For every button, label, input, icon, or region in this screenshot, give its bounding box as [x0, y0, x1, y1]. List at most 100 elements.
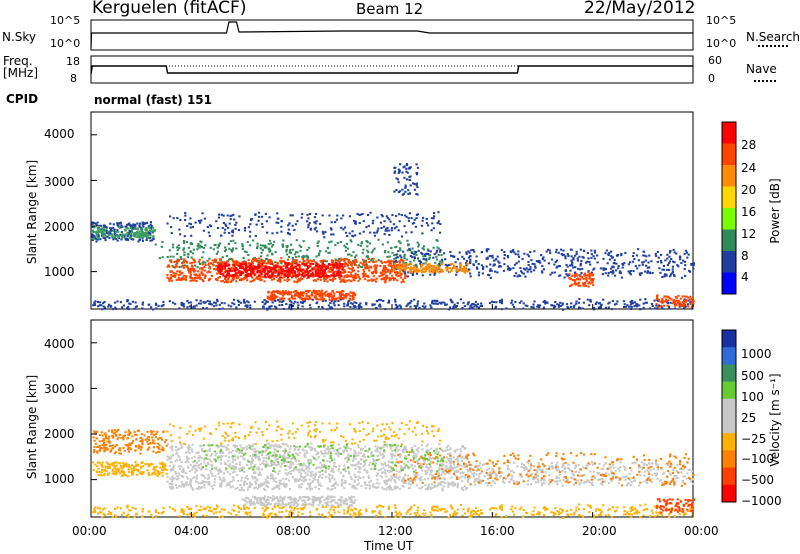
data-cell: [500, 249, 503, 252]
data-cell: [394, 298, 397, 301]
data-cell: [351, 509, 354, 512]
data-cell: [607, 513, 610, 516]
data-cell: [692, 264, 695, 267]
data-cell: [163, 463, 166, 466]
data-cell: [586, 252, 589, 255]
data-cell: [199, 244, 202, 247]
data-cell: [146, 469, 149, 472]
data-cell: [393, 261, 396, 264]
data-cell: [160, 448, 163, 451]
data-cell: [493, 263, 496, 266]
data-cell: [324, 275, 327, 278]
data-cell: [129, 302, 132, 305]
data-cell: [127, 464, 130, 467]
data-cell: [135, 235, 138, 238]
data-cell: [108, 445, 111, 448]
data-cell: [564, 269, 567, 272]
data-cell: [398, 170, 401, 173]
data-cell: [221, 267, 224, 270]
data-cell: [552, 514, 556, 517]
data-cell: [537, 304, 540, 307]
data-cell: [638, 272, 641, 275]
data-cell: [392, 223, 396, 226]
data-cell: [176, 248, 179, 251]
data-cell: [222, 272, 225, 275]
data-cell: [672, 299, 675, 302]
data-cell: [140, 226, 144, 229]
data-cell: [301, 274, 304, 277]
data-cell: [598, 508, 601, 511]
data-cell: [510, 299, 514, 302]
data-cell: [140, 448, 143, 451]
data-cell: [601, 273, 604, 276]
data-cell: [265, 262, 268, 265]
data-cell: [354, 272, 357, 275]
data-cell: [509, 267, 512, 270]
data-cell: [403, 272, 407, 275]
data-cell: [303, 274, 307, 277]
data-cell: [266, 308, 269, 311]
data-cell: [315, 290, 318, 293]
data-cell: [207, 463, 210, 466]
data-cell: [367, 224, 370, 227]
data-cell: [131, 442, 134, 445]
data-cell: [137, 227, 140, 230]
data-cell: [137, 240, 140, 243]
data-cell: [684, 512, 687, 515]
data-cell: [354, 220, 357, 223]
data-cell: [406, 239, 409, 242]
data-cell: [474, 511, 477, 514]
data-cell: [256, 242, 259, 245]
data-cell: [128, 302, 131, 305]
data-cell: [393, 479, 396, 482]
data-cell: [215, 511, 218, 514]
data-cell: [440, 258, 444, 261]
data-cell: [390, 268, 393, 271]
data-cell: [235, 221, 238, 224]
data-cell: [496, 271, 499, 274]
data-cell: [336, 266, 339, 269]
data-cell: [341, 271, 344, 274]
data-cell: [667, 299, 670, 302]
data-cell: [354, 234, 357, 237]
data-cell: [568, 273, 571, 276]
data-cell: [406, 171, 409, 174]
data-cell: [260, 271, 263, 274]
data-cell: [569, 277, 572, 280]
data-cell: [362, 270, 366, 273]
data-cell: [296, 301, 299, 304]
data-cell: [376, 299, 379, 302]
data-cell: [150, 431, 153, 434]
data-cell: [370, 278, 373, 281]
data-cell: [148, 446, 151, 449]
data-cell: [147, 232, 151, 235]
data-cell: [656, 305, 660, 308]
data-cell: [668, 251, 672, 254]
data-cell: [305, 468, 308, 471]
data-cell: [260, 273, 263, 276]
data-cell: [223, 508, 226, 511]
data-cell: [154, 436, 158, 439]
data-cell: [592, 308, 596, 311]
data-cell: [324, 265, 327, 268]
data-cell: [139, 440, 142, 443]
data-cell: [635, 512, 638, 515]
data-cell: [407, 189, 410, 192]
data-cell: [131, 224, 134, 227]
data-cell: [299, 279, 302, 282]
data-cell: [151, 239, 154, 242]
data-cell: [634, 265, 637, 268]
data-cell: [391, 274, 394, 277]
data-cell: [119, 507, 122, 510]
data-cell: [266, 273, 269, 276]
data-cell: [547, 262, 551, 265]
data-cell: [673, 261, 676, 264]
data-cell: [116, 300, 119, 303]
data-cell: [235, 247, 238, 250]
data-cell: [474, 304, 477, 307]
data-cell: [131, 231, 134, 234]
data-cell: [384, 308, 387, 311]
data-cell: [219, 271, 222, 274]
data-cell: [224, 261, 227, 264]
data-cell: [330, 263, 333, 266]
